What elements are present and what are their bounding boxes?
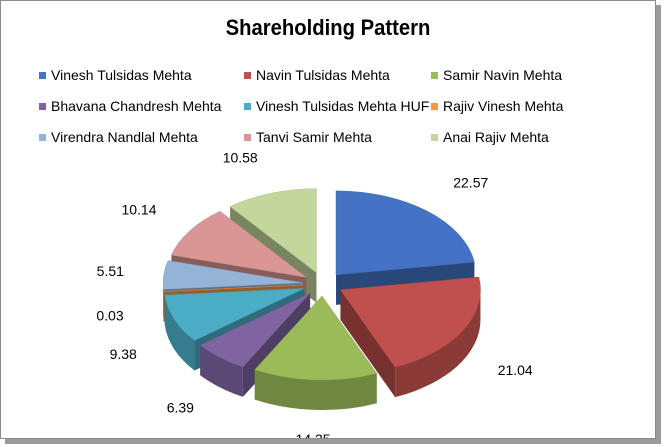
legend-label: Vinesh Tulsidas Mehta (51, 67, 192, 83)
data-label: 14.35 (296, 431, 331, 438)
slice-edge (395, 289, 481, 398)
legend-swatch (244, 133, 251, 141)
legend-swatch (39, 133, 46, 141)
slice-edge (200, 345, 243, 397)
legend-swatch (431, 133, 438, 141)
data-label: 10.58 (223, 149, 258, 165)
legend-item: Vinesh Tulsidas Mehta HUF (244, 98, 429, 114)
slice-side (340, 289, 396, 398)
legend-swatch (39, 71, 46, 79)
chart-title: Shareholding Pattern (225, 15, 431, 40)
legend-item: Navin Tulsidas Mehta (244, 67, 390, 83)
slice-edge (164, 295, 195, 371)
legend-label: Virendra Nandlal Mehta (51, 129, 198, 145)
pie-slice (254, 295, 378, 381)
legend-item: Tanvi Samir Mehta (244, 129, 372, 145)
pie-slice (199, 292, 311, 368)
legend-item: Samir Navin Mehta (431, 67, 562, 83)
legend-item: Anai Rajiv Mehta (431, 129, 549, 145)
legend-item: Virendra Nandlal Mehta (39, 129, 198, 145)
pie-slice (171, 210, 307, 278)
pie-slice (164, 288, 305, 341)
legend-swatch (39, 102, 46, 110)
legend-item: Bhavana Chandresh Mehta (39, 98, 221, 114)
legend-label: Anai Rajiv Mehta (443, 129, 549, 145)
legend-label: Vinesh Tulsidas Mehta HUF (256, 98, 430, 114)
legend-label: Navin Tulsidas Mehta (256, 67, 390, 83)
data-label: 10.14 (121, 202, 156, 218)
legend-swatch (244, 71, 251, 79)
legend-label: Bhavana Chandresh Mehta (51, 98, 222, 114)
pie-slice (340, 276, 481, 368)
legend-swatch (431, 102, 438, 110)
legend-swatch (431, 71, 438, 79)
legend-item: Vinesh Tulsidas Mehta (39, 67, 192, 83)
legend-item: Rajiv Vinesh Mehta (431, 98, 563, 114)
slice-edge (254, 369, 377, 410)
pie-slice (335, 190, 475, 276)
legend-swatch (244, 102, 251, 110)
data-label: 6.39 (167, 399, 194, 415)
data-label: 0.03 (96, 307, 123, 323)
data-label: 21.04 (498, 362, 533, 378)
legend-label: Rajiv Vinesh Mehta (443, 98, 564, 114)
data-label: 9.38 (110, 346, 137, 362)
data-label: 22.57 (453, 174, 488, 190)
chart-area: Shareholding Pattern Vinesh Tulsidas Meh… (0, 0, 656, 439)
pie-slice (162, 260, 304, 290)
pie-slice (229, 188, 317, 274)
data-label: 5.51 (97, 263, 124, 279)
legend-label: Samir Navin Mehta (443, 67, 563, 83)
pie-chart: 22.57 21.04 14.35 6.39 9.38 0.03 5.51 10.14 10.5… (96, 149, 533, 438)
legend-label: Tanvi Samir Mehta (256, 129, 372, 145)
pie-slice (163, 284, 304, 292)
